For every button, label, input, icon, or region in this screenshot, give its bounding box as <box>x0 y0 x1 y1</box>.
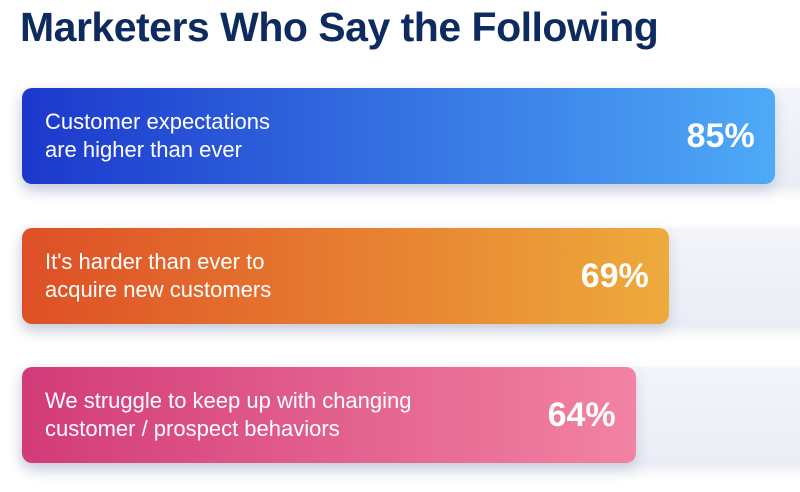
bar <box>22 88 775 184</box>
bar-label: It's harder than ever to <box>45 249 265 274</box>
bar-label: acquire new customers <box>45 277 272 302</box>
value-label: 85% <box>686 117 755 155</box>
bar <box>22 367 636 463</box>
bar <box>22 228 669 324</box>
bar-label: customer / prospect behaviors <box>45 416 340 441</box>
bar-label: Customer expectations <box>45 109 270 134</box>
bar-label: are higher than ever <box>45 137 242 162</box>
bar-label: We struggle to keep up with changing <box>45 388 412 413</box>
value-label: 69% <box>580 257 649 295</box>
chart-title: Marketers Who Say the Following <box>20 4 659 50</box>
value-label: 64% <box>547 396 616 434</box>
